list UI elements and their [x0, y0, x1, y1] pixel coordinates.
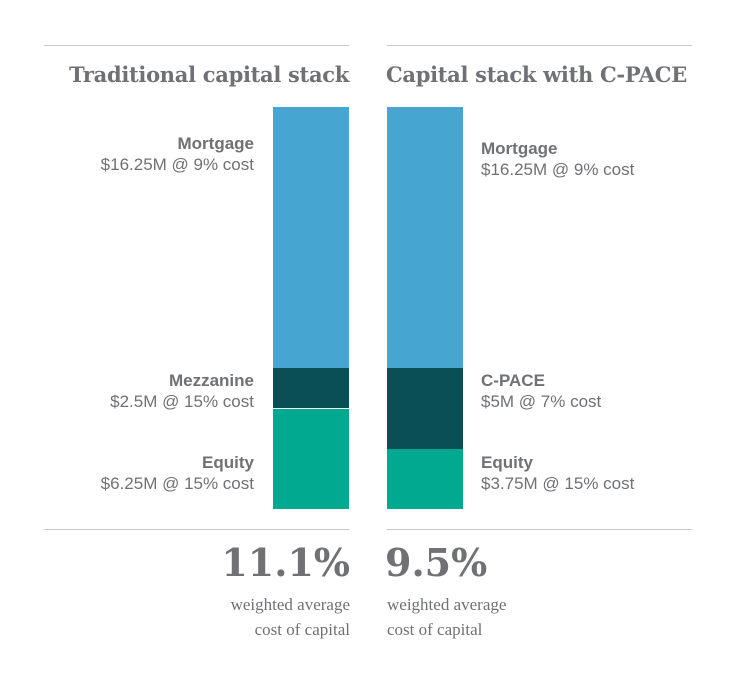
caption-line: cost of capital [387, 620, 483, 639]
top-rule-right [387, 45, 692, 46]
result-cpace: 9.5% [385, 540, 488, 585]
bar-segment-equity [387, 448, 463, 509]
label-traditional-equity: Equity $6.25M @ 15% cost [101, 452, 254, 494]
caption-line: weighted average [387, 595, 507, 614]
segment-value: $16.25M @ 9% cost [100, 155, 254, 174]
segment-value: $16.25M @ 9% cost [481, 160, 635, 179]
bar-segment-c-pace [387, 368, 463, 449]
label-cpace-equity: Equity $3.75M @ 15% cost [481, 452, 634, 494]
segment-name: Mezzanine [168, 371, 254, 390]
segment-name: Equity [202, 453, 254, 472]
bar-segment-mortgage [273, 107, 349, 369]
bar-segment-equity [273, 408, 349, 509]
segment-value: $3.75M @ 15% cost [481, 474, 635, 493]
bottom-rule-right [387, 529, 692, 530]
result-caption-traditional: weighted average cost of capital [231, 592, 350, 642]
label-traditional-mezzanine: Mezzanine $2.5M @ 15% cost [110, 370, 254, 412]
title-traditional: Traditional capital stack [69, 62, 349, 87]
label-cpace-cpace: C-PACE $5M @ 7% cost [481, 370, 601, 412]
segment-value: $5M @ 7% cost [481, 392, 602, 411]
bar-segment-mortgage [387, 107, 463, 369]
label-traditional-mortgage: Mortgage $16.25M @ 9% cost [101, 133, 254, 175]
segment-value: $2.5M @ 15% cost [110, 392, 254, 411]
result-caption-cpace: weighted average cost of capital [387, 592, 506, 642]
bar-segment-mezzanine [273, 368, 349, 409]
segment-name: Mortgage [481, 139, 558, 158]
segment-name: C-PACE [481, 371, 545, 390]
caption-line: weighted average [230, 595, 350, 614]
segment-value: $6.25M @ 15% cost [100, 474, 254, 493]
segment-name: Equity [481, 453, 533, 472]
title-cpace: Capital stack with C-PACE [386, 62, 687, 87]
top-rule-left [44, 45, 349, 46]
result-traditional: 11.1% [221, 540, 350, 585]
caption-line: cost of capital [254, 620, 350, 639]
bottom-rule-left [44, 529, 349, 530]
label-cpace-mortgage: Mortgage $16.25M @ 9% cost [481, 138, 634, 180]
segment-name: Mortgage [177, 134, 255, 153]
